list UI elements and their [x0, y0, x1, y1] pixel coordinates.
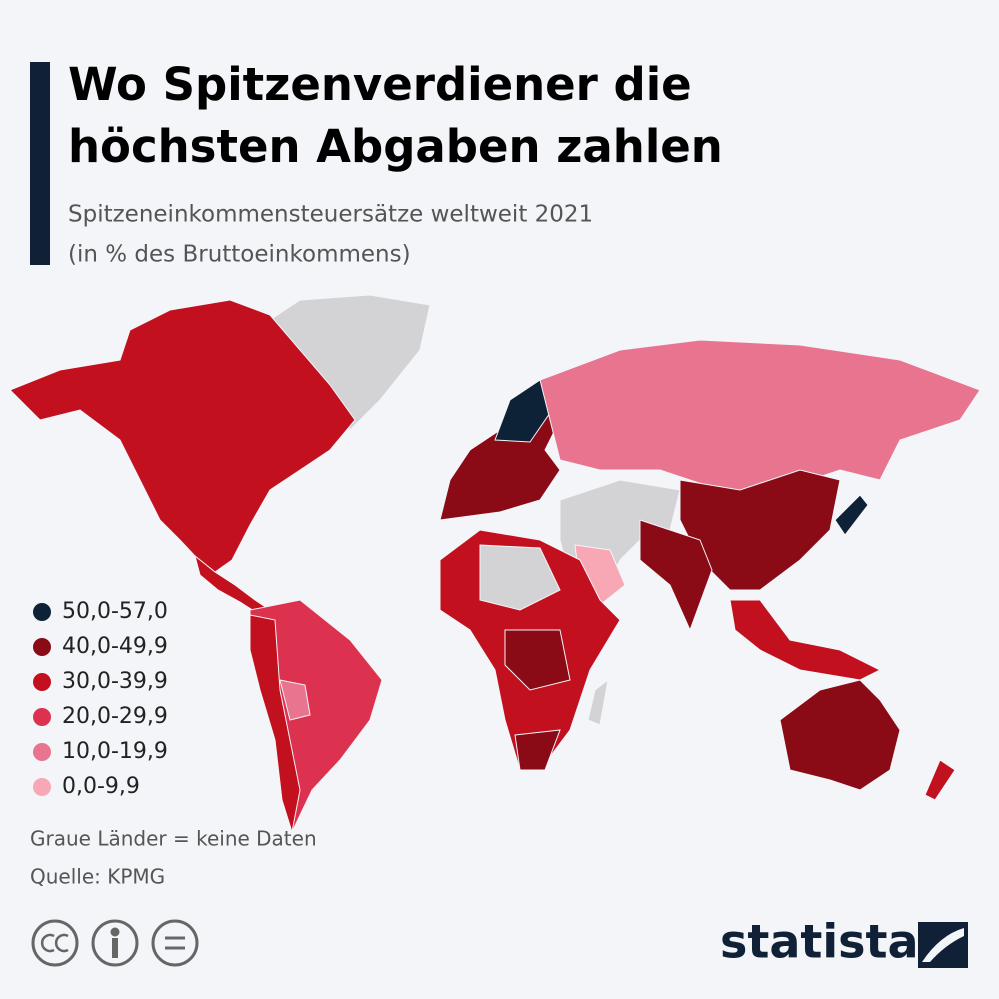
nd-glyph	[165, 936, 185, 950]
southeast-asia	[729, 599, 882, 681]
bolivia	[279, 679, 311, 721]
subtitle-line: (in % des Bruttoeinkommens)	[68, 242, 411, 268]
legend-swatch	[33, 638, 51, 656]
title-line: höchsten Abgaben zahlen	[68, 120, 723, 173]
subtitle-line: Spitzeneinkommensteuersätze weltweit 202…	[68, 202, 593, 228]
title-line: Wo Spitzenverdiener die	[68, 58, 692, 111]
title-bar	[30, 62, 50, 265]
india	[639, 519, 713, 632]
brand-logo	[918, 922, 968, 968]
new-zealand	[924, 759, 956, 801]
legend-label: 40,0-49,9	[62, 634, 168, 659]
legend-swatch	[33, 743, 51, 761]
legend: 50,0-57,0 40,0-49,9 30,0-39,9 20,0-29,9 10,0…	[33, 599, 168, 799]
by-head	[110, 927, 120, 937]
by-icon	[91, 919, 139, 967]
japan	[834, 494, 869, 536]
cc-icon	[31, 919, 79, 967]
legend-swatch	[33, 708, 51, 726]
legend-swatch	[33, 603, 51, 621]
no-data-note: Graue Länder = keine Daten	[30, 827, 317, 851]
world-map	[9, 294, 981, 834]
madagascar	[587, 678, 609, 726]
south-africa	[514, 729, 561, 771]
sahara	[479, 544, 561, 611]
legend-label: 10,0-19,9	[62, 739, 168, 764]
central-africa	[504, 629, 571, 691]
legend-swatch	[33, 778, 51, 796]
south-america-west	[249, 614, 301, 833]
license-icons	[31, 919, 199, 967]
russia	[539, 339, 981, 491]
legend-label: 0,0-9,9	[62, 774, 140, 799]
cc-glyph	[40, 933, 69, 953]
legend-swatch	[33, 673, 51, 691]
australia	[779, 679, 901, 791]
legend-label: 50,0-57,0	[62, 599, 168, 624]
north-america	[9, 299, 356, 573]
legend-label: 20,0-29,9	[62, 704, 168, 729]
logo-swoosh	[922, 928, 964, 962]
source: Quelle: KPMG	[30, 865, 165, 889]
legend-label: 30,0-39,9	[62, 669, 168, 694]
brand-name: statista	[720, 915, 919, 969]
nd-icon	[151, 919, 199, 967]
